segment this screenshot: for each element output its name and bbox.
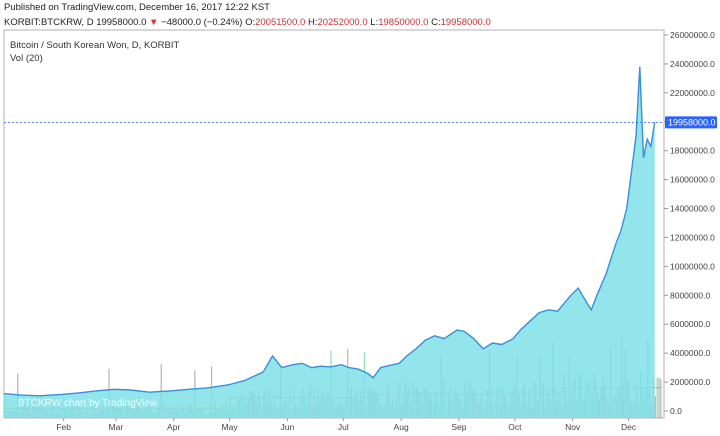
x-tick-label: Nov xyxy=(565,422,581,432)
close-label: C: xyxy=(431,17,441,28)
y-tick-label: 8000000.0 xyxy=(670,290,710,300)
last-price-tag-label: 19958000.0 xyxy=(668,117,716,127)
volume-label: Vol (20) xyxy=(10,53,43,64)
published-caption: Published on TradingView.com, December 1… xyxy=(4,2,270,13)
y-tick-label: 10000000.0 xyxy=(670,261,715,271)
x-tick-label: Mar xyxy=(109,422,124,432)
last-price-tag xyxy=(665,116,717,129)
open-value: 20051500.0 xyxy=(255,17,306,28)
close-value: 19958000.0 xyxy=(440,17,491,28)
x-tick-label: Feb xyxy=(56,422,71,432)
y-tick-label: 18000000.0 xyxy=(670,146,715,156)
quote-bar: KORBIT:BTCKRW, D 19958000.0 ▼ −48000.0 (… xyxy=(4,17,491,28)
y-tick-label: 26000000.0 xyxy=(670,30,715,40)
low-label: L: xyxy=(370,17,379,28)
x-axis: Feb Mar Apr May Jun Jul Aug Sep Oct Nov Dec xyxy=(56,418,637,432)
volume-bar xyxy=(656,378,658,418)
y-tick-label: 24000000.0 xyxy=(670,59,715,69)
y-tick-label: 2000000.0 xyxy=(670,377,710,387)
chart-title: Bitcoin / South Korean Won, D, KORBIT xyxy=(10,40,180,51)
y-tick-label: 12000000.0 xyxy=(670,232,715,242)
y-tick-label: 6000000.0 xyxy=(670,319,710,329)
y-tick-label: 0.0 xyxy=(670,406,682,416)
y-axis: 26000000.024000000.022000000.020000000.0… xyxy=(664,30,715,416)
y-tick-label: 14000000.0 xyxy=(670,204,715,214)
down-arrow-icon: ▼ xyxy=(149,17,159,28)
y-tick-label: 22000000.0 xyxy=(670,88,715,98)
high-label: H: xyxy=(307,17,318,28)
price-line xyxy=(3,66,656,397)
volume-bar xyxy=(660,379,662,418)
volume-bar xyxy=(658,377,660,418)
x-tick-label: Apr xyxy=(167,422,180,432)
x-tick-label: May xyxy=(222,422,239,432)
x-tick-label: Aug xyxy=(394,422,409,432)
price-area xyxy=(4,66,655,419)
x-tick-label: Sep xyxy=(451,422,466,432)
price-change: −48000.0 (−0.24%) xyxy=(161,17,243,28)
x-tick-label: Oct xyxy=(508,422,522,432)
y-tick-label: 4000000.0 xyxy=(670,348,710,358)
x-tick-label: Jun xyxy=(281,422,295,432)
symbol-label: KORBIT:BTCKRW, D xyxy=(4,17,94,28)
y-tick-label: 16000000.0 xyxy=(670,175,715,185)
volume-bar xyxy=(654,396,656,418)
watermark: BTCKRW chart by TradingView xyxy=(18,398,158,409)
high-value: 20252000.0 xyxy=(317,17,368,28)
x-tick-label: Jul xyxy=(338,422,349,432)
low-value: 19850000.0 xyxy=(378,17,429,28)
open-label: O: xyxy=(245,17,256,28)
last-price: 19958000.0 xyxy=(96,17,147,28)
x-tick-label: Dec xyxy=(621,422,637,432)
